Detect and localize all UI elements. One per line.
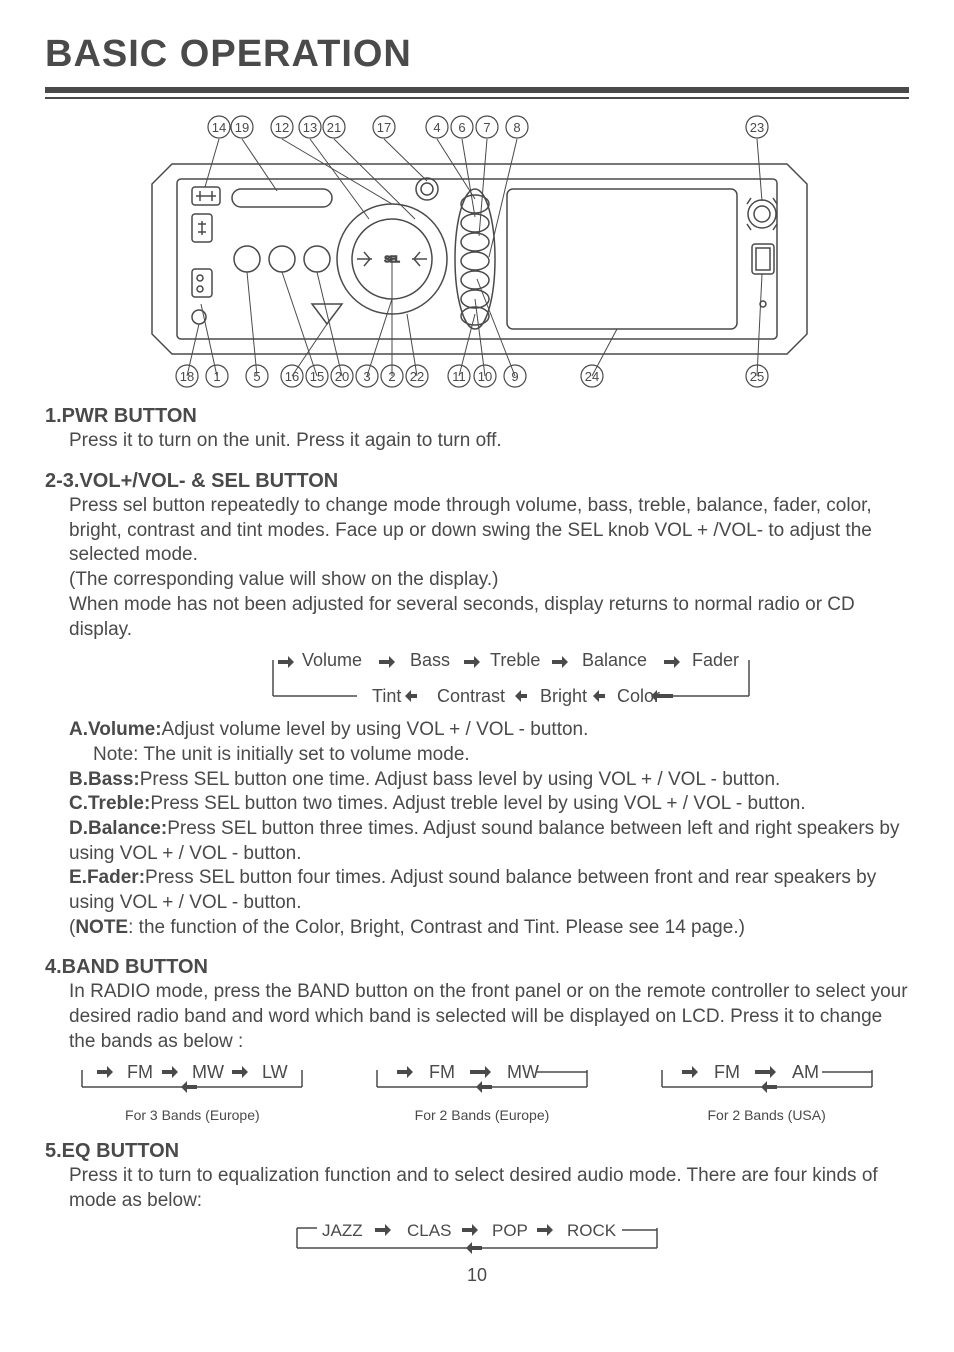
item-b-label: B.Bass:: [69, 769, 140, 790]
item-b: B.Bass:Press SEL button one time. Adjust…: [69, 768, 909, 793]
svg-text:Treble: Treble: [490, 650, 540, 670]
svg-text:FM: FM: [127, 1062, 153, 1082]
item-c-text: Press SEL button two times. Adjust trebl…: [150, 793, 805, 814]
sel-flow-diagram: Volume Bass Treble Balance Fader Tint Co…: [127, 646, 827, 716]
svg-text:22: 22: [410, 369, 424, 384]
svg-text:3: 3: [363, 369, 370, 384]
band-col-2: FM MW For 2 Bands (Europe): [362, 1060, 602, 1124]
svg-text:12: 12: [275, 120, 289, 135]
section-2-p2: (The corresponding value will show on th…: [69, 568, 909, 593]
svg-text:6: 6: [458, 120, 465, 135]
section-2-head: 2-3.VOL+/VOL- & SEL BUTTON: [45, 468, 909, 494]
section-4-head: 4.BAND BUTTON: [45, 954, 909, 980]
svg-text:10: 10: [478, 369, 492, 384]
svg-text:Volume: Volume: [302, 650, 362, 670]
item-d-text: Press SEL button three times. Adjust sou…: [69, 818, 900, 864]
section-1-head: 1.PWR BUTTON: [45, 403, 909, 429]
svg-text:21: 21: [327, 120, 341, 135]
section-4-body: In RADIO mode, press the BAND button on …: [69, 980, 909, 1054]
svg-text:14: 14: [212, 120, 226, 135]
note-line: (NOTE: the function of the Color, Bright…: [69, 916, 909, 941]
svg-text:9: 9: [511, 369, 518, 384]
svg-text:13: 13: [303, 120, 317, 135]
page-number: 10: [45, 1264, 909, 1287]
svg-text:POP: POP: [492, 1221, 528, 1240]
band-row: FM MW LW For 3 Bands (Europe) FM MW: [45, 1060, 909, 1124]
note-label: NOTE: [75, 917, 128, 938]
item-a-note: Note: The unit is initially set to volum…: [93, 743, 909, 768]
svg-text:JAZZ: JAZZ: [322, 1221, 363, 1240]
svg-text:1: 1: [213, 369, 220, 384]
svg-text:23: 23: [750, 120, 764, 135]
svg-text:Tint: Tint: [372, 686, 401, 706]
item-a-label: A.Volume:: [69, 719, 162, 740]
item-c: C.Treble:Press SEL button two times. Adj…: [69, 792, 909, 817]
eq-flow-diagram: JAZZ CLAS POP ROCK: [277, 1218, 677, 1258]
band-col-1: FM MW LW For 3 Bands (Europe): [67, 1060, 317, 1124]
title-rule: [45, 87, 909, 99]
svg-text:11: 11: [452, 369, 466, 384]
svg-text:17: 17: [377, 120, 391, 135]
page-title: BASIC OPERATION: [45, 30, 909, 79]
svg-text:8: 8: [513, 120, 520, 135]
section-5-body: Press it to turn to equalization functio…: [69, 1164, 909, 1213]
note-text: : the function of the Color, Bright, Con…: [128, 917, 745, 938]
svg-text:16: 16: [285, 369, 299, 384]
svg-text:AM: AM: [792, 1062, 819, 1082]
svg-text:20: 20: [335, 369, 349, 384]
band1-caption: For 3 Bands (Europe): [67, 1106, 317, 1124]
item-e-label: E.Fader:: [69, 867, 145, 888]
svg-text:MW: MW: [192, 1062, 224, 1082]
svg-text:LW: LW: [262, 1062, 288, 1082]
section-5-head: 5.EQ BUTTON: [45, 1138, 909, 1164]
svg-text:MW: MW: [507, 1062, 539, 1082]
item-e: E.Fader:Press SEL button four times. Adj…: [69, 866, 909, 915]
item-d-label: D.Balance:: [69, 818, 167, 839]
item-b-text: Press SEL button one time. Adjust bass l…: [140, 769, 781, 790]
section-1-body: Press it to turn on the unit. Press it a…: [69, 429, 909, 454]
svg-text:Balance: Balance: [582, 650, 647, 670]
device-diagram: 141912132117467823 181516152032221110924…: [117, 109, 837, 389]
svg-text:4: 4: [433, 120, 440, 135]
band-col-3: FM AM For 2 Bands (USA): [647, 1060, 887, 1124]
item-e-text: Press SEL button four times. Adjust soun…: [69, 867, 876, 913]
band2-caption: For 2 Bands (Europe): [362, 1106, 602, 1124]
svg-text:Bass: Bass: [410, 650, 450, 670]
svg-text:19: 19: [235, 120, 249, 135]
svg-text:Contrast: Contrast: [437, 686, 505, 706]
section-2-p3: When mode has not been adjusted for seve…: [69, 593, 909, 642]
item-a-text: Adjust volume level by using VOL + / VOL…: [162, 719, 589, 740]
svg-text:24: 24: [585, 369, 599, 384]
band3-caption: For 2 Bands (USA): [647, 1106, 887, 1124]
svg-text:18: 18: [180, 369, 194, 384]
svg-text:15: 15: [310, 369, 324, 384]
item-d: D.Balance:Press SEL button three times. …: [69, 817, 909, 866]
svg-text:7: 7: [483, 120, 490, 135]
svg-text:FM: FM: [429, 1062, 455, 1082]
item-c-label: C.Treble:: [69, 793, 150, 814]
svg-text:ROCK: ROCK: [567, 1221, 617, 1240]
svg-text:Fader: Fader: [692, 650, 739, 670]
svg-text:Bright: Bright: [540, 686, 587, 706]
item-a: A.Volume:Adjust volume level by using VO…: [69, 718, 909, 743]
section-2-p1: Press sel button repeatedly to change mo…: [69, 494, 909, 568]
svg-text:FM: FM: [714, 1062, 740, 1082]
svg-text:CLAS: CLAS: [407, 1221, 451, 1240]
